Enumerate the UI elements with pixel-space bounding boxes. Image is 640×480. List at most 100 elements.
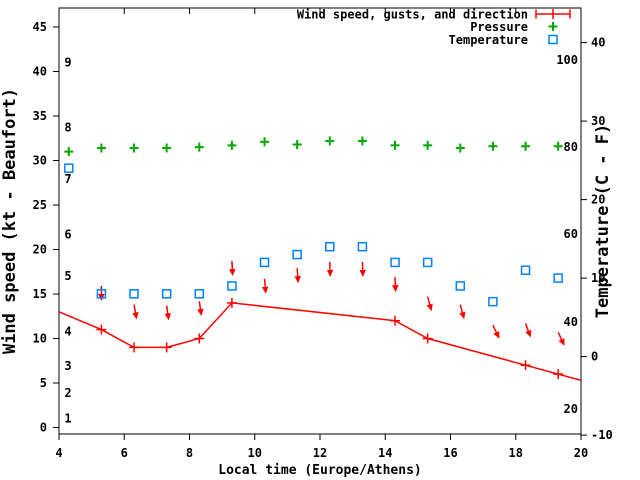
beaufort-label: 4 xyxy=(64,324,71,338)
beaufort-label: 5 xyxy=(64,269,71,283)
temperature-point xyxy=(422,257,433,268)
wind-gust-arrow xyxy=(492,324,500,339)
pressure-point xyxy=(423,140,433,150)
legend-temperature-marker xyxy=(548,34,558,45)
legend-pressure-label: Pressure xyxy=(470,20,528,34)
beaufort-label: 2 xyxy=(64,386,71,400)
fahrenheit-label: 80 xyxy=(564,140,578,154)
wind-gust-arrow xyxy=(294,268,301,284)
pressure-point xyxy=(292,139,302,149)
legend: Wind speed, gusts, and directionPressure… xyxy=(297,8,571,47)
right-axis-ticks: -10 0 10 20 30 40 xyxy=(581,36,613,442)
wind-gust-arrow xyxy=(392,277,399,293)
wind-gust-arrow xyxy=(524,323,532,338)
x-axis-label: Local time (Europe/Athens) xyxy=(218,463,422,478)
fahrenheit-label: 100 xyxy=(556,53,578,67)
wind-gust-arrow xyxy=(229,261,236,276)
wind-point-marker xyxy=(553,369,564,380)
left-axis-ticks: 0 5 10 15 20 25 30 35 40 45 xyxy=(33,20,59,435)
pressure-point xyxy=(390,140,400,150)
temperature-point xyxy=(488,296,498,307)
temperature-point xyxy=(259,257,270,268)
legend-wind-glyph xyxy=(535,9,571,19)
left-tick-label: 45 xyxy=(33,20,47,34)
left-tick-label: 35 xyxy=(33,109,47,123)
right-axis-label: Temperature (C - F) xyxy=(593,124,613,318)
wind-point-marker xyxy=(226,297,237,308)
x-tick-label: 10 xyxy=(248,446,262,460)
left-tick-label: 20 xyxy=(33,243,47,257)
temperature-point xyxy=(325,241,335,252)
temperature-point xyxy=(390,257,400,268)
pressure-point xyxy=(260,137,270,147)
right-tick-label: -10 xyxy=(591,428,613,442)
beaufort-label: 8 xyxy=(64,121,71,135)
pressure-point xyxy=(227,140,237,150)
pressure-point xyxy=(162,143,172,153)
fahrenheit-label: 60 xyxy=(564,227,578,241)
left-tick-label: 0 xyxy=(40,421,47,435)
wind-gust-arrow xyxy=(459,304,466,320)
left-tick-label: 5 xyxy=(40,376,47,390)
wind-point-marker xyxy=(129,342,140,353)
wind-gust-arrow xyxy=(262,278,269,294)
temperature-point xyxy=(161,289,172,299)
wind-gust-arrow xyxy=(132,304,139,320)
pressure-point xyxy=(129,143,139,153)
pressure-series xyxy=(64,136,563,157)
wind-point-marker xyxy=(161,342,172,353)
right-tick-label: 20 xyxy=(591,193,605,207)
fahrenheit-label: 20 xyxy=(564,402,578,416)
pressure-point xyxy=(194,142,204,152)
right-tick-label: 0 xyxy=(591,350,598,364)
temperature-point xyxy=(455,281,466,291)
wind-point-marker xyxy=(194,333,205,344)
x-tick-label: 18 xyxy=(509,446,523,460)
temperature-point xyxy=(292,249,302,260)
left-tick-label: 40 xyxy=(33,65,47,79)
temperature-point xyxy=(194,289,205,299)
wind-point-marker xyxy=(390,315,401,326)
plot-border xyxy=(58,7,582,435)
x-tick-label: 4 xyxy=(55,446,62,460)
wind-point-marker xyxy=(96,324,107,335)
temperature-point xyxy=(96,289,107,299)
x-tick-label: 14 xyxy=(378,446,392,460)
pressure-point xyxy=(521,141,531,151)
right-tick-label: 40 xyxy=(591,36,605,50)
wind-point-marker xyxy=(520,360,531,371)
temperature-point xyxy=(227,281,237,291)
wind-gust-arrow xyxy=(326,261,334,277)
wind-point-marker xyxy=(422,333,433,344)
x-tick-label: 16 xyxy=(443,446,457,460)
beaufort-label: 9 xyxy=(64,56,71,70)
fahrenheit-label: 40 xyxy=(564,315,578,329)
legend-wind-label: Wind speed, gusts, and direction xyxy=(297,8,528,22)
wind-gust-arrow xyxy=(164,305,171,321)
right-tick-label: 30 xyxy=(591,114,605,128)
temperature-point xyxy=(64,163,74,173)
left-tick-label: 25 xyxy=(33,198,47,212)
wind-gust-arrow xyxy=(426,296,433,312)
wind-gust-arrow xyxy=(197,301,204,316)
left-tick-label: 30 xyxy=(33,154,47,168)
left-tick-label: 10 xyxy=(33,332,47,346)
temperature-point xyxy=(357,241,368,252)
beaufort-label: 3 xyxy=(64,359,71,373)
beaufort-labels: 1 2 3 4 5 6 7 8 9 xyxy=(64,56,71,426)
wind-gust-arrow xyxy=(359,261,366,277)
x-axis-title: Local time (Europe/Athens) xyxy=(218,463,422,478)
x-tick-label: 8 xyxy=(186,446,193,460)
pressure-point xyxy=(96,143,106,153)
wind-gust-arrow xyxy=(557,331,565,346)
right-axis-title: Temperature (C - F) xyxy=(593,124,613,318)
temperature-point xyxy=(520,265,531,275)
beaufort-label: 6 xyxy=(64,227,71,241)
pressure-point xyxy=(64,147,74,157)
x-axis-ticks: 4 6 8 10 12 14 16 18 20 xyxy=(55,8,588,460)
pressure-point xyxy=(357,136,367,146)
beaufort-label: 1 xyxy=(64,412,71,426)
pressure-point xyxy=(488,141,498,151)
